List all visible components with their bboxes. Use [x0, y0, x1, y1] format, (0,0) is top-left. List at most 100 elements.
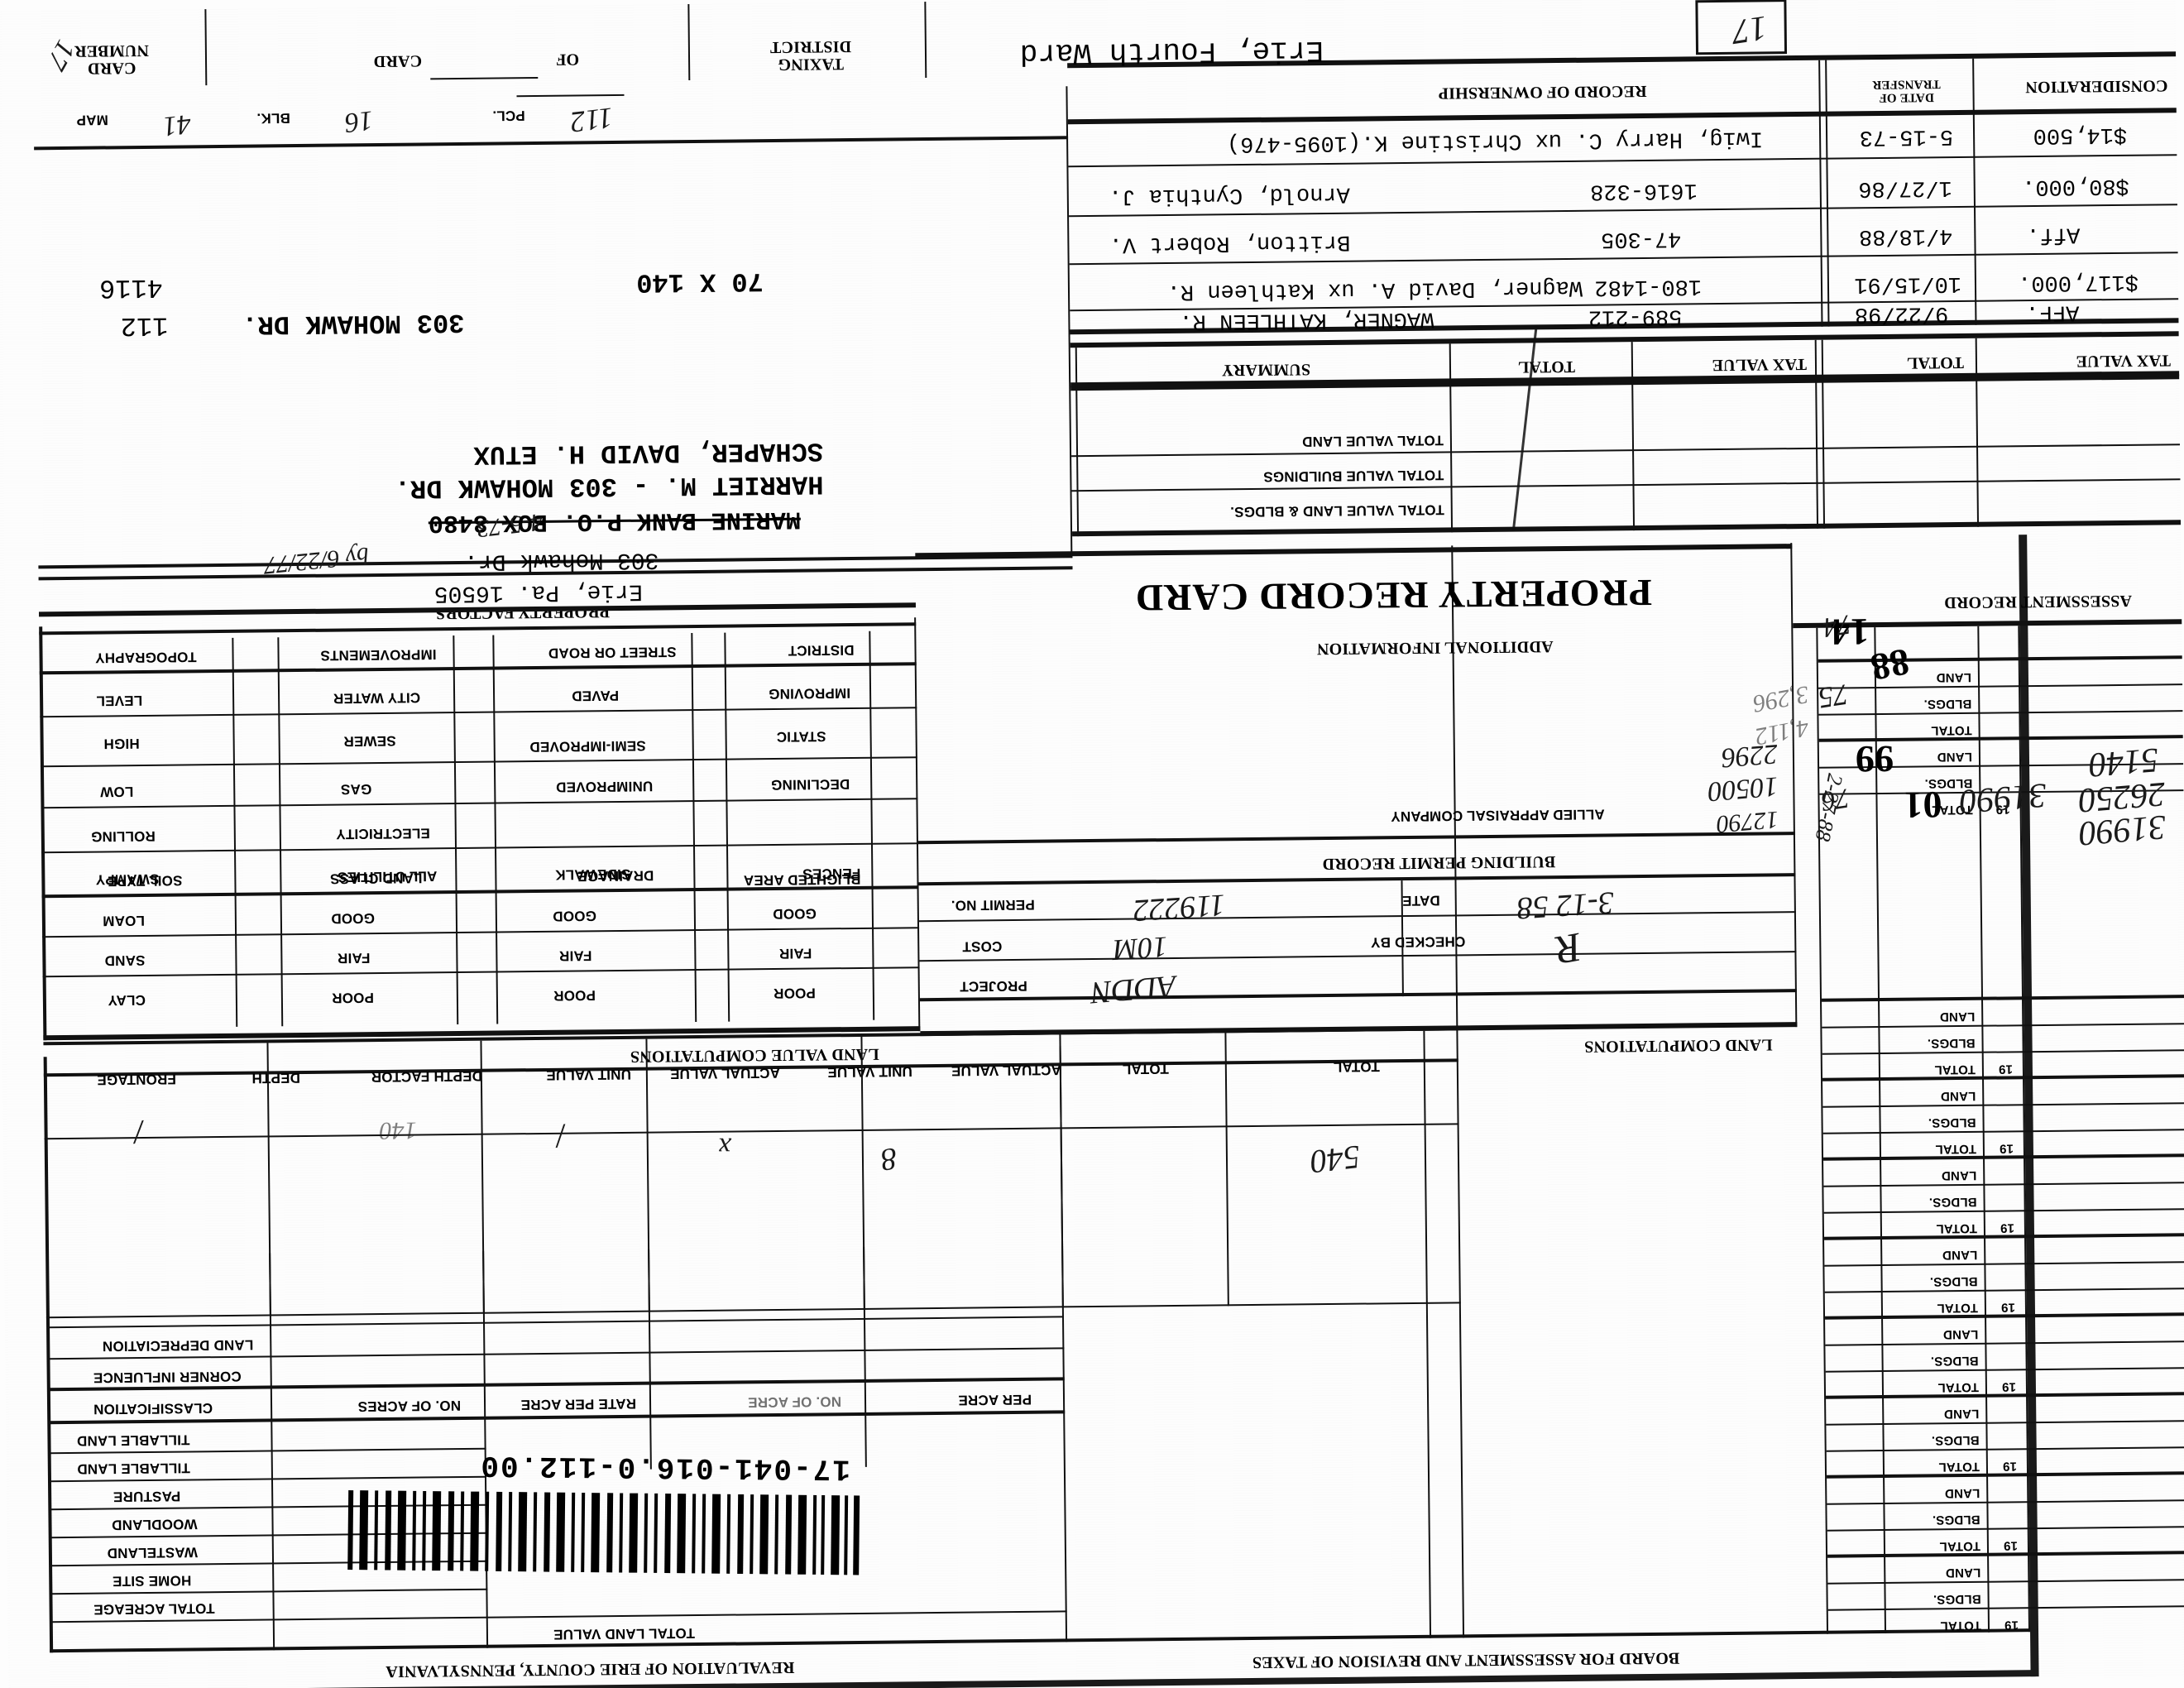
pf-declining: DECLINING — [770, 776, 850, 794]
ar-stamp-01: 01 — [1903, 784, 1942, 827]
pf-v3 — [453, 635, 459, 1025]
ar-land-2: LAND — [1944, 1485, 1980, 1501]
ar-entry-total: 31990 — [1957, 775, 2048, 821]
bpr-v-left — [1790, 543, 1798, 1028]
summary-v4 — [1821, 339, 1826, 529]
label-project: PROJECT — [959, 977, 1027, 995]
pf-level: LEVEL — [96, 693, 143, 709]
property-block-left — [1066, 86, 1073, 559]
footer-v1 — [204, 9, 208, 86]
ro-row-wagner-consideration: $117,000. — [2017, 268, 2139, 295]
soil-good-3: GOOD — [773, 905, 817, 923]
soil-fair-1: FAIR — [337, 950, 371, 966]
pf-city-water: CITY WATER — [333, 689, 421, 707]
col-unit-value-2: UNIT VALUE — [827, 1063, 912, 1081]
label-total-acreage: TOTAL ACREAGE — [93, 1600, 215, 1618]
ro-row-wagner-date: 10/15/91 — [1854, 270, 1962, 297]
header-title: REVALUATION OF ERIE COUNTY, PENNSYLVANIA — [386, 1657, 795, 1681]
owner-mailing-address: 303 Mohawk Dr. — [463, 546, 659, 574]
ar-l8 — [1826, 1420, 2184, 1426]
property-street: 303 MOHAWK DR. — [242, 306, 465, 340]
ar-total-5: TOTAL — [1937, 1300, 1979, 1316]
pf-paved: PAVED — [571, 687, 620, 704]
ar-land-1: LAND — [1945, 1565, 1981, 1580]
rule-top — [50, 1628, 2031, 1653]
ar-total-7: TOTAL — [1935, 1141, 1977, 1157]
label-classification: CLASSIFICATION — [93, 1400, 213, 1417]
ar-bldgs-4: BLDGS. — [1930, 1353, 1979, 1369]
label-allied-appraisal-company: ALLIED APPRAISAL COMPANY — [1391, 806, 1605, 825]
value-project: ADDN — [1089, 968, 1178, 1010]
ar-stamp-99: 99 — [1855, 737, 1894, 781]
label-total-land-value: TOTAL LAND VALUE — [553, 1625, 696, 1642]
value-date: 3-12 58 — [1516, 885, 1616, 926]
summary-row-buildings: TOTAL VALUE BUILDINGS — [1262, 467, 1444, 485]
ar-land-4: LAND — [1942, 1326, 1979, 1342]
summary-col-tax-value-1: TAX VALUE — [1712, 354, 1808, 375]
ar-total-3: TOTAL — [1938, 1459, 1980, 1475]
pf-v4 — [492, 635, 499, 1024]
col-depth-factor: DEPTH FACTOR — [371, 1067, 482, 1086]
ar-l2 — [1827, 1579, 2184, 1585]
summary-v5 — [1975, 338, 1980, 527]
ro-row-wagner-deed: 180-1482 — [1594, 273, 1703, 300]
label-home-site: HOME SITE — [112, 1572, 192, 1590]
ar-land-6: LAND — [1941, 1168, 1977, 1183]
pf-semi-improved: SEMI-IMPROVED — [529, 737, 646, 755]
hand-frontage: / — [132, 1113, 146, 1152]
ro-row-wagner2-name: WAGNER, KATHLEEN R. — [1179, 305, 1434, 333]
rule-pf-r1 — [40, 707, 917, 718]
footer-of-label: OF — [555, 50, 580, 69]
pf-sidewalk: SIDEWALK — [554, 866, 631, 883]
label-woodland: WOODLAND — [111, 1516, 198, 1533]
ar-bldgs-3: BLDGS. — [1931, 1432, 1980, 1448]
ar-year-1: 19 — [2004, 1618, 2019, 1633]
ar-l7 — [1826, 1446, 2184, 1452]
ar-l17 — [1823, 1182, 2184, 1187]
pf-v7 — [869, 631, 875, 1020]
scan-edge — [50, 1670, 2036, 1688]
rule-pf-r4 — [41, 842, 918, 854]
pf-improving: IMPROVING — [768, 685, 851, 703]
ar-l24 — [1822, 995, 2184, 1002]
ro-row-iwig-date: 5-15-73 — [1859, 123, 1954, 150]
ar-total-1: TOTAL — [1940, 1618, 1982, 1633]
ro-col-date: DATE OF TRANSFER — [1872, 77, 1941, 104]
soil-good-2: GOOD — [553, 908, 596, 924]
ro-row-britton-consideration: Aff. — [2026, 221, 2081, 247]
label-tillable-l: TILLABLE LAND — [77, 1460, 190, 1477]
ar-total-6: TOTAL — [1936, 1220, 1978, 1236]
value-cost: 10M — [1112, 930, 1169, 967]
pf-gas: GAS — [340, 781, 372, 798]
lvc-row1 — [46, 1302, 1461, 1319]
lvc-v3 — [645, 1038, 650, 1312]
rule-tillable-l — [49, 1447, 486, 1455]
ar-bldgs-6: BLDGS. — [1928, 1194, 1977, 1210]
ro-row-britton-deed: 47-305 — [1600, 225, 1682, 252]
rule-ro-head-top — [1067, 108, 2177, 125]
hand-depth-factor: / — [553, 1117, 568, 1156]
pf-v8 — [914, 617, 921, 1032]
ar-l29 — [1818, 683, 2183, 689]
owner-city-state-zip: Erie, Pa. 16505 — [433, 578, 643, 607]
pf-electricity: ELECTRICITY — [336, 825, 430, 842]
pf-v5 — [691, 633, 697, 1023]
ar-l10 — [1825, 1367, 2184, 1373]
pf-unimproved: UNIMPROVED — [555, 778, 654, 795]
property-dimensions: 70 X 140 — [636, 266, 764, 298]
lvc-v7 — [1423, 1030, 1432, 1638]
ar-l20 — [1822, 1102, 2184, 1108]
soil-poor-3: POOR — [773, 985, 816, 1002]
ar-l5 — [1827, 1499, 2184, 1505]
label-no-of-acres: NO. OF ACRES — [357, 1398, 462, 1415]
ro-v1 — [1818, 60, 1823, 327]
summary-v2 — [1631, 342, 1636, 531]
col-frontage: FRONTAGE — [97, 1071, 177, 1088]
ar-total-10: TOTAL — [1930, 722, 1972, 738]
ar-v-labels — [1977, 626, 1990, 1633]
ar-l11 — [1825, 1340, 2184, 1346]
classification-frame-right — [43, 1057, 54, 1653]
pf-swampy: SWAMPY — [95, 870, 160, 888]
pf-col-topography: TOPOGRAPHY — [94, 649, 197, 666]
ro-row-arnold-consideration: $80,000. — [2021, 172, 2129, 199]
